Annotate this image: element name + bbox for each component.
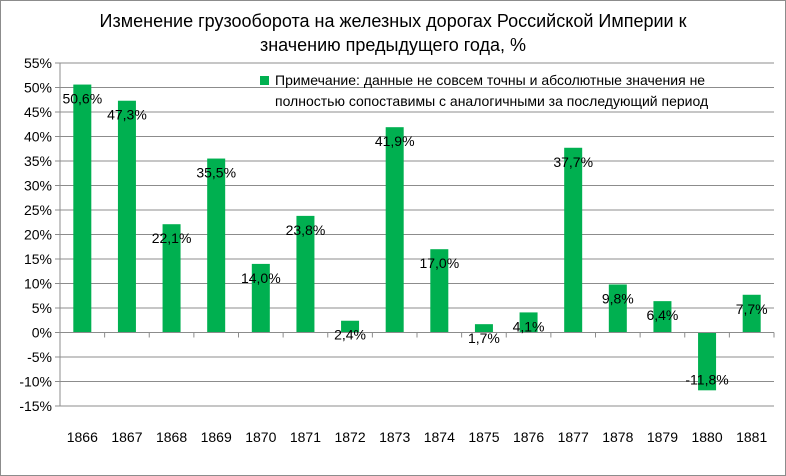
bar-1870 (251, 263, 270, 333)
data-label: 22,1% (152, 230, 192, 246)
legend-text-line-1: Примечание: данные не совсем точны и абс… (275, 72, 705, 88)
bar-1876 (519, 312, 538, 333)
y-tick-label: 50% (24, 80, 52, 96)
bar-1878 (608, 284, 627, 333)
x-tick-label: 1873 (379, 429, 410, 445)
chart-title-line-2: значению предыдущего года, % (260, 35, 526, 55)
legend-text-line-2: полностью сопоставимы с аналогичными за … (275, 93, 708, 109)
data-label: 6,4% (646, 307, 678, 323)
bar-1874 (430, 249, 449, 333)
x-tick-label: 1869 (201, 429, 232, 445)
y-axis-tick-labels: -15% -10% -5% 0% 5% 10% 15% 20% 25% 30% 35% 40% 45% 5… (19, 55, 52, 414)
data-label: 7,7% (736, 301, 768, 317)
x-tick-label: 1872 (334, 429, 365, 445)
bar-1881 (742, 294, 761, 333)
bar-1868 (162, 224, 181, 333)
data-label: 17,0% (419, 255, 459, 271)
y-tick-label: -10% (19, 374, 52, 390)
y-tick-label: -15% (19, 398, 52, 414)
data-label: 4,1% (513, 318, 545, 334)
x-tick-label: 1876 (513, 429, 544, 445)
data-label: 23,8% (286, 222, 326, 238)
data-label: 50,6% (62, 91, 102, 107)
bar-1872 (341, 320, 360, 333)
x-axis-tick-labels: 1866 1867 1868 1869 1870 1871 1872 1873 1874 1875… (67, 429, 768, 445)
x-tick-label: 1879 (647, 429, 678, 445)
bar-1866 (73, 84, 92, 333)
y-tick-label: -5% (27, 349, 52, 365)
data-label: 14,0% (241, 270, 281, 286)
y-tick-label: 5% (32, 300, 52, 316)
axes (59, 63, 775, 406)
data-label: 37,7% (553, 154, 593, 170)
y-tick-label: 30% (24, 178, 52, 194)
x-tick-label: 1881 (736, 429, 767, 445)
data-label: 41,9% (375, 133, 415, 149)
y-tick-label: 15% (24, 251, 52, 267)
x-tick-label: 1878 (602, 429, 633, 445)
x-tick-label: 1866 (67, 429, 98, 445)
bar-1879 (653, 301, 672, 333)
x-tick-label: 1877 (558, 429, 589, 445)
bar-1871 (296, 215, 315, 333)
legend: Примечание: данные не совсем точны и абс… (260, 72, 708, 109)
data-label: 2,4% (334, 327, 366, 343)
y-tick-label: 10% (24, 276, 52, 292)
data-label: 35,5% (196, 165, 236, 181)
x-tick-label: 1868 (156, 429, 187, 445)
y-tick-label: 0% (32, 325, 52, 341)
y-tick-label: 40% (24, 129, 52, 145)
chart-title-line-1: Изменение грузооборота на железных дорог… (100, 11, 687, 31)
data-label: 9,8% (602, 290, 634, 306)
y-tick-label: 45% (24, 104, 52, 120)
bar-1867 (117, 100, 136, 333)
x-tick-label: 1874 (424, 429, 455, 445)
x-tick-label: 1875 (468, 429, 499, 445)
legend-swatch (260, 76, 269, 85)
bar-1880 (698, 332, 717, 391)
y-tick-label: 35% (24, 153, 52, 169)
bar-1869 (207, 158, 226, 333)
y-tick-label: 20% (24, 227, 52, 243)
bar-1877 (564, 147, 583, 333)
x-tick-label: 1867 (111, 429, 142, 445)
y-tick-label: 55% (24, 55, 52, 71)
x-tick-label: 1870 (245, 429, 276, 445)
data-label: -11,8% (685, 371, 728, 387)
data-labels: 50,6% 47,3% 22,1% 35,5% 14,0% 23,8% 2,4% 41,9% 1… (62, 91, 767, 388)
bar-1873 (385, 127, 404, 333)
data-label: 47,3% (107, 107, 147, 123)
bar-1875 (474, 324, 493, 333)
x-tick-label: 1880 (691, 429, 722, 445)
y-tick-label: 25% (24, 202, 52, 218)
data-label: 1,7% (468, 330, 500, 346)
x-tick-label: 1871 (290, 429, 321, 445)
bars (73, 84, 761, 391)
